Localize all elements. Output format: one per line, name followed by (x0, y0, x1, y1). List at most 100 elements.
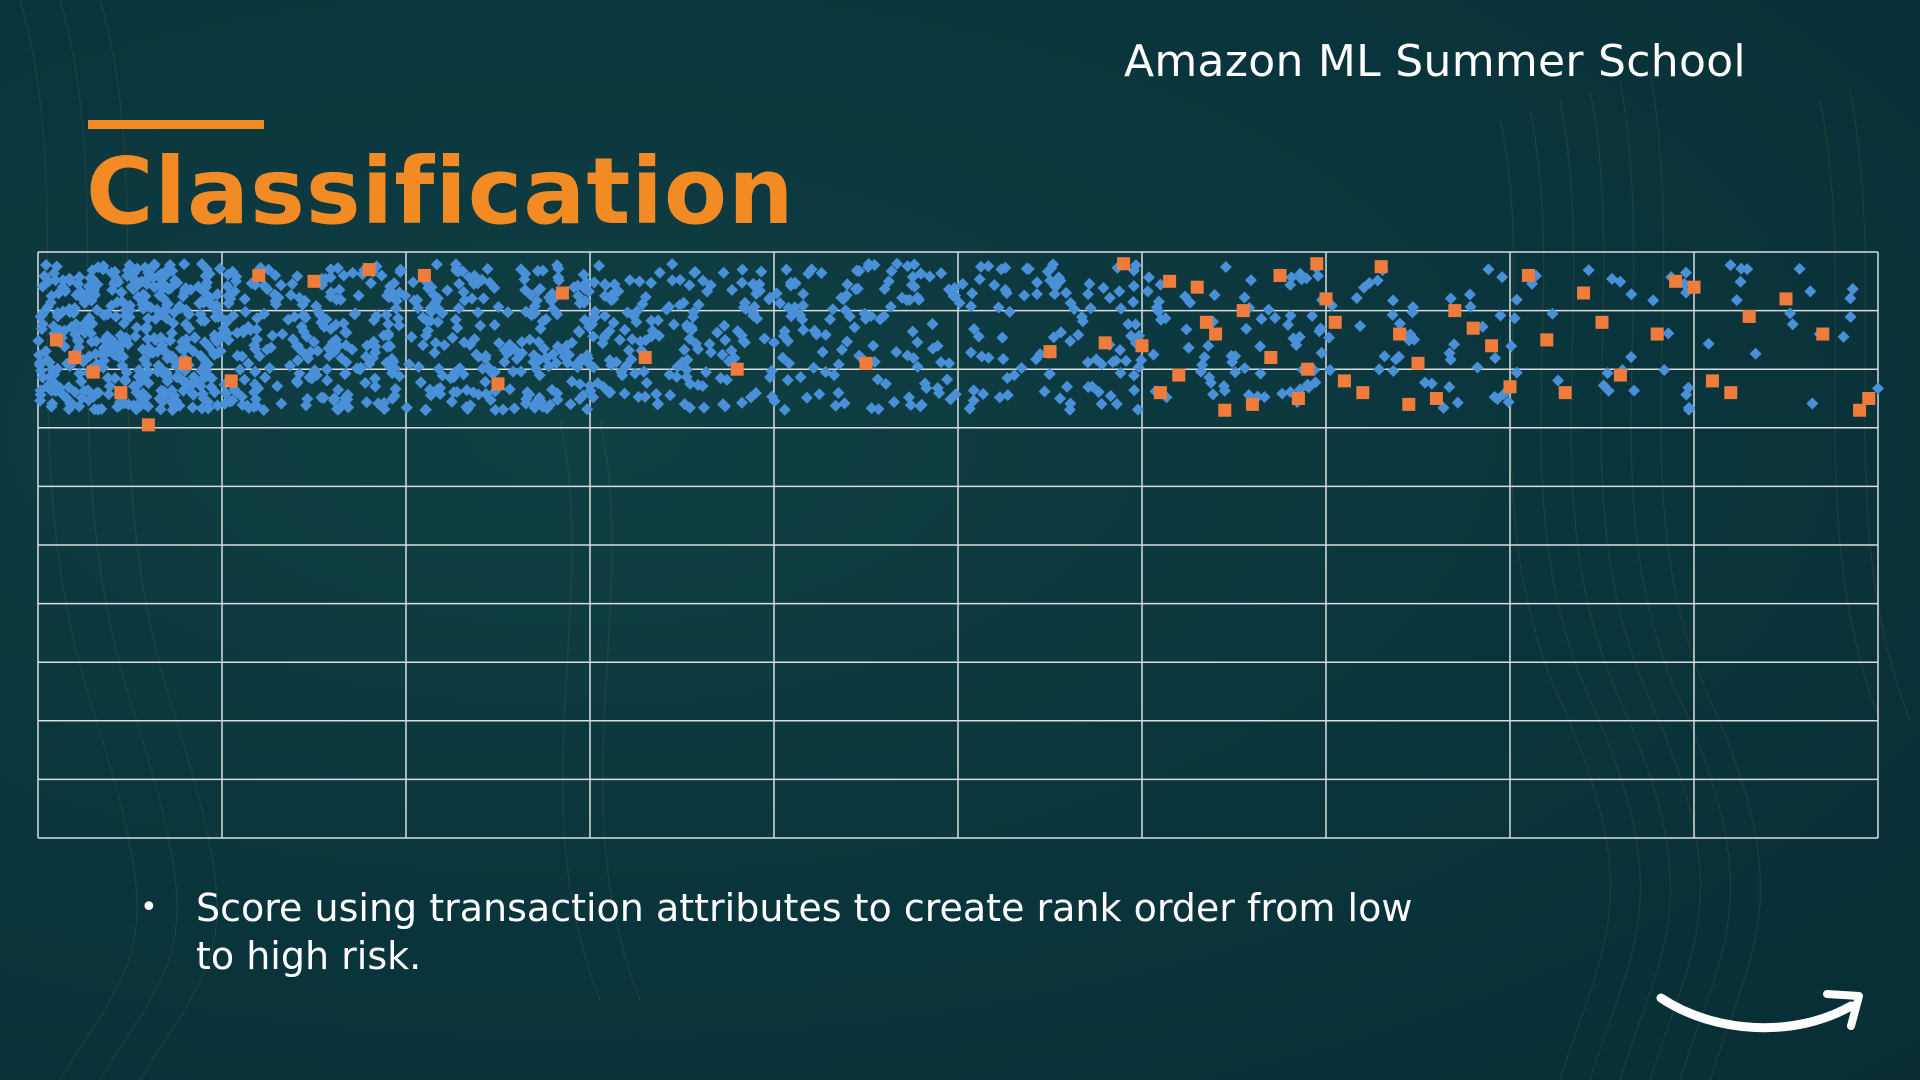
chart-grid (37, 251, 1879, 839)
fraud-point (1742, 309, 1756, 323)
legit-point (205, 372, 218, 385)
legit-point (871, 373, 884, 386)
fraud-point (1190, 280, 1204, 294)
legit-point (1204, 376, 1217, 389)
fraud-point (1273, 268, 1287, 282)
legit-point (482, 363, 495, 376)
legit-point (1680, 388, 1693, 401)
legit-point (646, 324, 659, 337)
legit-point (213, 262, 226, 275)
legit-point (1128, 384, 1141, 397)
legit-point (703, 337, 716, 350)
legit-point (1312, 269, 1325, 282)
legit-point (1444, 292, 1457, 305)
legit-point (75, 375, 88, 388)
legit-point (386, 392, 399, 405)
legit-point (613, 333, 626, 346)
legit-point (249, 342, 262, 355)
legit-point (768, 336, 781, 349)
legit-point (747, 278, 760, 291)
legit-point (142, 312, 155, 325)
legit-point (783, 357, 796, 370)
legit-point (167, 317, 180, 330)
legit-point (414, 376, 427, 389)
legit-point (91, 303, 104, 316)
legit-point (311, 344, 324, 357)
legit-point (72, 278, 85, 291)
legit-point (186, 387, 199, 400)
legit-point (354, 361, 367, 374)
legit-point (797, 287, 810, 300)
fraud-point (362, 263, 376, 277)
legit-point (86, 317, 99, 330)
bullet-item: • Score using transaction attributes to … (140, 884, 1440, 980)
legit-point (221, 280, 234, 293)
legit-point (372, 397, 385, 410)
fraud-point (1448, 304, 1462, 318)
legit-point (328, 394, 341, 407)
legit-point (310, 300, 323, 313)
legit-point (451, 321, 464, 334)
legit-point (1628, 384, 1641, 397)
fraud-point (1328, 315, 1342, 329)
legit-point (841, 335, 854, 348)
legit-point (550, 357, 563, 370)
legit-point (178, 258, 191, 271)
legit-point (340, 326, 353, 339)
legit-point (577, 268, 590, 281)
fraud-point (1153, 386, 1167, 400)
legit-point (1625, 350, 1638, 363)
legit-point (933, 387, 946, 400)
legit-point (1276, 387, 1289, 400)
legit-point (103, 380, 116, 393)
legit-point (394, 266, 407, 279)
legit-point (360, 396, 373, 409)
fraud-point (1199, 315, 1213, 329)
legit-point (862, 260, 875, 273)
legit-point (326, 336, 339, 349)
legit-point (1489, 351, 1502, 364)
legit-point (781, 374, 794, 387)
fraud-point (1135, 339, 1149, 353)
legit-point (1043, 367, 1056, 380)
legit-point (953, 297, 966, 310)
legit-point (112, 350, 125, 363)
legit-point (660, 303, 673, 316)
legit-point (528, 398, 541, 411)
legit-point (234, 363, 247, 376)
legit-point (879, 377, 892, 390)
legit-point (69, 318, 82, 331)
legit-point (85, 294, 98, 307)
legit-point (40, 353, 53, 366)
legit-point (935, 267, 948, 280)
legit-point (546, 287, 559, 300)
legit-point (130, 321, 143, 334)
legit-point (1494, 309, 1507, 322)
legit-point (1159, 312, 1172, 325)
legit-point (32, 334, 45, 347)
legit-point (427, 288, 440, 301)
legit-point (1306, 309, 1319, 322)
legit-point (1095, 358, 1108, 371)
legit-point (102, 388, 115, 401)
legit-point (117, 331, 130, 344)
legit-point (130, 386, 143, 399)
legit-point (810, 328, 823, 341)
legit-point (1786, 318, 1799, 331)
legit-point (758, 332, 771, 345)
legit-point (1113, 285, 1126, 298)
legit-point (633, 275, 646, 288)
legit-point (1202, 339, 1215, 352)
legit-point (118, 397, 131, 410)
legit-point (913, 293, 926, 306)
legit-point (46, 363, 59, 376)
fraud-point (141, 418, 155, 432)
legit-point (129, 330, 142, 343)
legit-point (1408, 333, 1421, 346)
legit-point (223, 288, 236, 301)
legit-point (891, 257, 904, 270)
legit-point (622, 344, 635, 357)
legit-point (829, 399, 842, 412)
legit-point (1254, 367, 1267, 380)
legit-point (125, 280, 138, 293)
